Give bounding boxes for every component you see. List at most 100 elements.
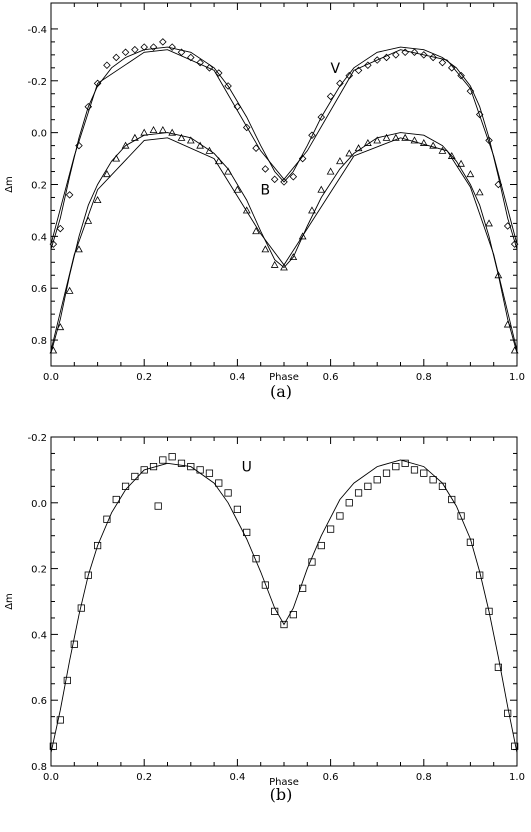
data-point-v (159, 38, 167, 46)
model-curve-v (50, 46, 518, 250)
data-point-u (77, 604, 85, 612)
data-point-b (410, 136, 419, 144)
data-point-u (252, 555, 260, 563)
data-point-b (205, 146, 214, 154)
x-tick-label: 1.0 (509, 372, 525, 383)
data-point-v (49, 240, 58, 248)
data-point-u (94, 541, 102, 550)
data-point-b (280, 263, 288, 271)
data-point-b (103, 170, 111, 178)
data-point-u (140, 466, 148, 474)
data-point-u (410, 466, 419, 474)
data-point-v (447, 64, 456, 72)
data-point-v (56, 224, 65, 233)
data-point-v (280, 178, 288, 186)
data-point-u (485, 607, 493, 615)
data-point-b (112, 154, 121, 162)
panel-a: 0.0 0.2 0.4 0.6 0.8 1.0 -0.4-0.20.00.20.40.60… (4, 2, 525, 401)
data-point-b (401, 133, 410, 141)
data-point-u (345, 499, 353, 507)
data-point-u (196, 466, 204, 474)
data-point-u (177, 459, 186, 467)
data-point-v (373, 56, 381, 64)
data-point-v (93, 79, 102, 88)
panel-caption-b: (b) (270, 785, 293, 804)
data-point-u (308, 558, 316, 566)
data-point-v (420, 51, 428, 59)
data-point-u (326, 525, 335, 533)
data-point-u (187, 463, 195, 471)
y-tick-label: 0.0 (31, 129, 47, 140)
x-tick-label: 0.0 (43, 372, 59, 383)
data-point-u (103, 515, 111, 523)
data-point-u (373, 476, 381, 484)
data-point-b (503, 320, 512, 328)
data-point-v (429, 53, 437, 62)
data-point-v (438, 58, 447, 67)
data-point-v (345, 71, 354, 80)
data-point-b (224, 167, 232, 175)
data-point-b (56, 323, 65, 331)
y-tick-label: -0.2 (27, 77, 47, 88)
y-axis-title-a: Δm (4, 176, 15, 193)
data-point-b (298, 232, 307, 240)
data-point-u (317, 541, 325, 550)
data-point-b (485, 219, 493, 227)
data-point-v (149, 43, 158, 51)
data-point-b (49, 346, 58, 354)
model-curve-v (50, 49, 518, 245)
data-point-b (447, 151, 456, 159)
data-point-u (112, 495, 120, 504)
data-point-v (317, 113, 326, 121)
data-point-b (419, 138, 428, 146)
y-tick-label: -0.4 (27, 25, 47, 36)
data-point-v (298, 154, 307, 163)
x-tick-label: 0.6 (323, 372, 339, 383)
data-points-b (49, 453, 519, 750)
data-point-b (242, 206, 251, 214)
x-tick-label: 0.2 (136, 372, 152, 383)
data-point-u (336, 512, 344, 520)
data-point-v (382, 53, 391, 62)
x-tick-label: 0.8 (416, 772, 432, 783)
data-point-b (438, 146, 447, 154)
data-point-b (84, 216, 93, 224)
data-point-v (233, 102, 242, 111)
data-point-v (485, 136, 493, 145)
model-curve-u (50, 459, 518, 753)
data-point-b (457, 159, 465, 167)
data-point-v (336, 79, 344, 88)
model-curves-b (50, 459, 518, 753)
data-point-b (336, 157, 344, 165)
data-point-u (56, 716, 64, 724)
x-tick-label: 0.6 (323, 772, 339, 783)
data-point-u (280, 620, 288, 629)
series-labels-a: VB (261, 61, 341, 199)
model-curve-b (50, 137, 518, 351)
data-point-v (112, 53, 121, 62)
data-point-v (364, 61, 372, 69)
data-point-v (252, 144, 260, 152)
data-point-v (392, 51, 400, 59)
data-point-v (510, 240, 519, 248)
data-point-v (131, 45, 139, 54)
data-point-b (131, 133, 139, 141)
data-point-v (494, 180, 503, 189)
data-point-u (401, 459, 409, 467)
data-point-u (159, 456, 167, 464)
data-point-v (168, 43, 176, 51)
data-point-b (196, 141, 204, 149)
data-point-u (49, 742, 57, 750)
data-point-b (177, 133, 186, 141)
data-point-u (466, 538, 475, 546)
data-point-v (196, 58, 204, 67)
panel-b: 0.0 0.2 0.4 0.6 0.8 1.0 -0.2 0.0 0.2 0.4 0.6 0.8 U… (4, 433, 525, 804)
y-tick-label: 0.2 (31, 181, 47, 192)
data-point-v (289, 172, 298, 181)
model-curves-a (50, 46, 518, 354)
model-curve-b (50, 132, 518, 354)
data-point-b (140, 128, 149, 136)
data-point-b (494, 271, 503, 279)
x-tick-label: 0.4 (229, 372, 245, 383)
data-point-u (476, 571, 484, 579)
